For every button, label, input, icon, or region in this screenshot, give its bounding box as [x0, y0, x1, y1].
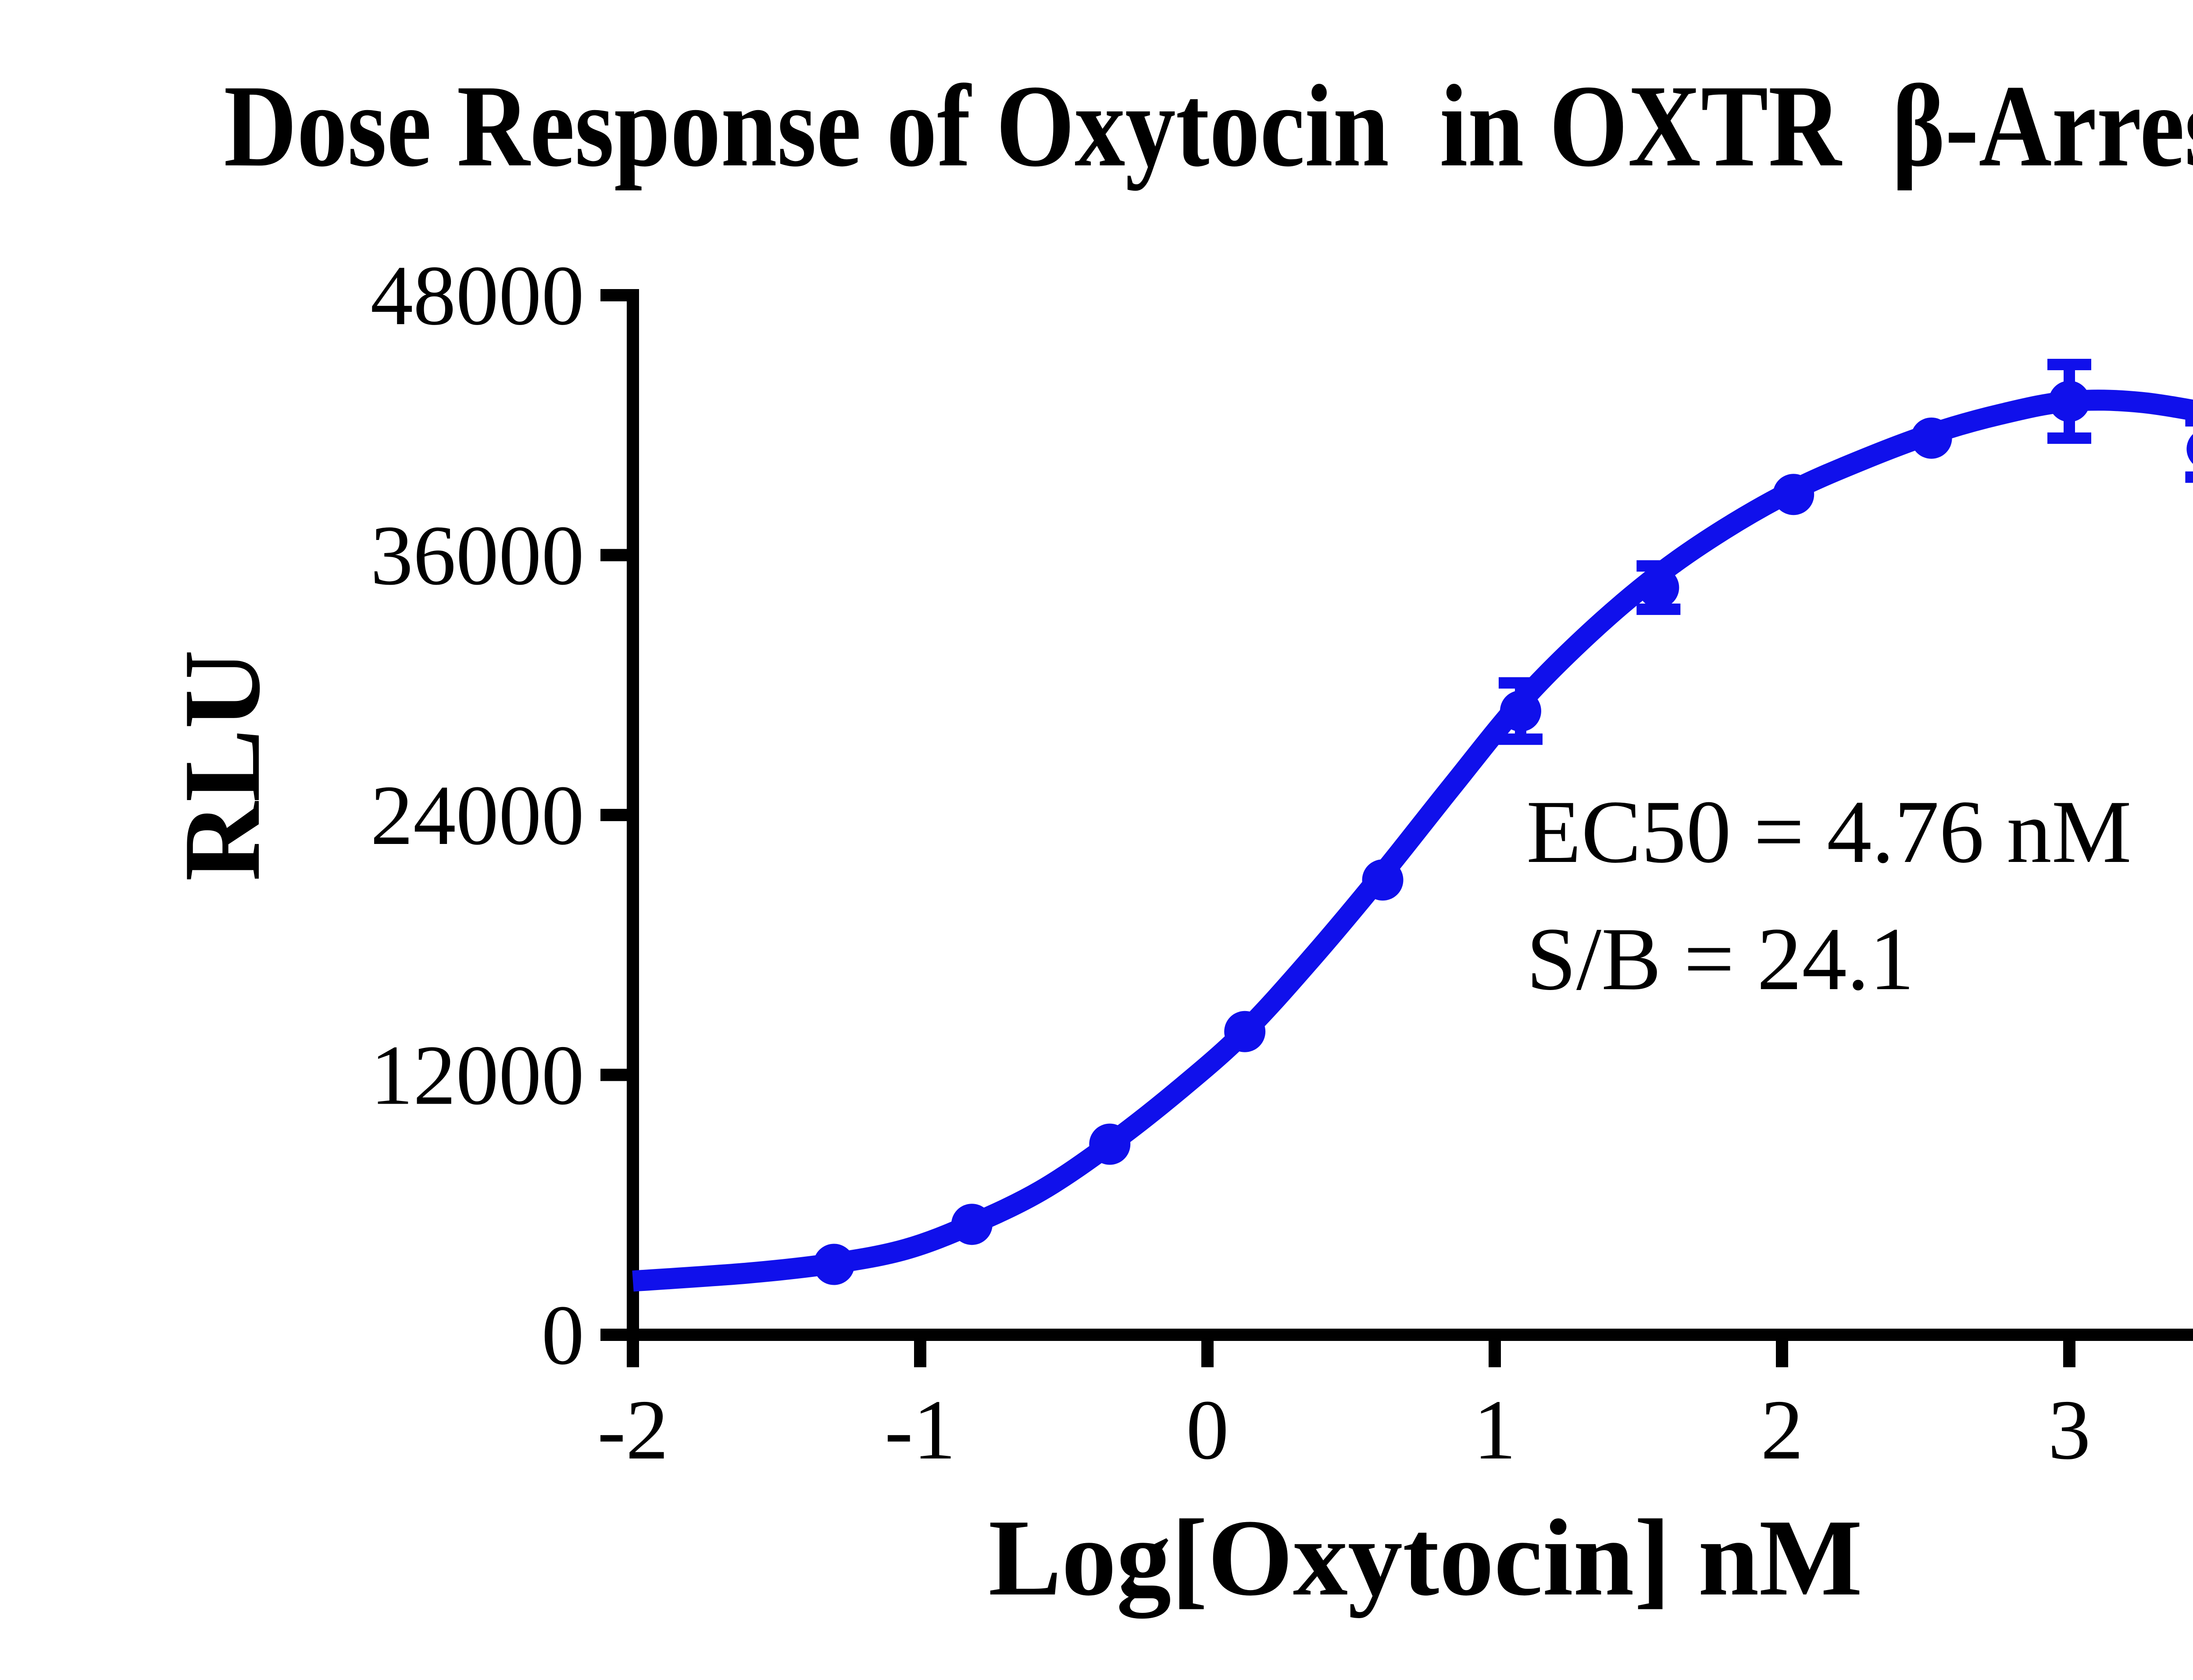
tick-labels: 0 12000 24000 36000 48000 -2 -1 0 1 2 3	[371, 248, 2091, 1477]
data-points	[813, 380, 2193, 1285]
y-axis-tick	[600, 809, 627, 821]
x-axis-tick	[627, 1341, 639, 1367]
x-axis-tick	[1201, 1341, 1214, 1367]
data-point	[1911, 417, 1952, 459]
error-bar-cap	[2047, 359, 2091, 370]
x-tick-label: -2	[597, 1383, 668, 1477]
error-bar-cap	[2185, 471, 2193, 483]
x-axis-tick	[914, 1341, 926, 1367]
signal-background-annotation: S/B = 24.1	[1526, 909, 1914, 1009]
chart-title: Dose Response of Oxytocin in OXTR β-Arre…	[0, 61, 2193, 191]
x-axis-tick	[1776, 1341, 1788, 1367]
data-point	[1500, 690, 1541, 732]
y-axis-tick	[600, 549, 627, 561]
data-point	[1224, 1011, 1266, 1052]
data-point	[1362, 859, 1404, 901]
data-point	[2186, 434, 2193, 464]
x-tick-label: 0	[1186, 1383, 1229, 1477]
y-tick-label: 12000	[371, 1028, 585, 1123]
x-axis-spine	[627, 1329, 2193, 1341]
y-axis-tick	[600, 1069, 627, 1081]
x-tick-label: 2	[1761, 1383, 1804, 1477]
y-tick-label: 36000	[371, 508, 585, 603]
error-bars	[1498, 359, 2193, 745]
chart-title-text: Dose Response of Oxytocin in OXTR β-Arre…	[224, 61, 2193, 191]
y-tick-label: 48000	[371, 248, 585, 343]
data-point	[951, 1204, 993, 1245]
axes	[600, 289, 2193, 1367]
x-axis-tick	[1489, 1341, 1501, 1367]
x-axis-title: Log[Oxytocin] nM	[989, 1497, 1863, 1619]
data-point	[813, 1244, 855, 1285]
ec50-annotation: EC50 = 4.76 nM	[1526, 782, 2132, 882]
x-tick-label: 3	[2048, 1383, 2091, 1477]
data-point	[2049, 380, 2090, 422]
data-point	[1089, 1123, 1131, 1165]
x-tick-label: -1	[885, 1383, 956, 1477]
error-bar-cap	[2047, 432, 2091, 444]
y-axis-title: RLU	[161, 650, 283, 881]
x-tick-label: 1	[1473, 1383, 1516, 1477]
data-point	[1773, 474, 1814, 515]
x-axis-tick	[2063, 1341, 2075, 1367]
y-axis-tick	[600, 289, 627, 301]
y-axis-tick	[600, 1329, 627, 1341]
data-point	[1638, 567, 1679, 608]
y-tick-label: 0	[542, 1288, 585, 1383]
y-axis-spine	[627, 289, 639, 1341]
y-tick-label: 24000	[371, 768, 585, 863]
